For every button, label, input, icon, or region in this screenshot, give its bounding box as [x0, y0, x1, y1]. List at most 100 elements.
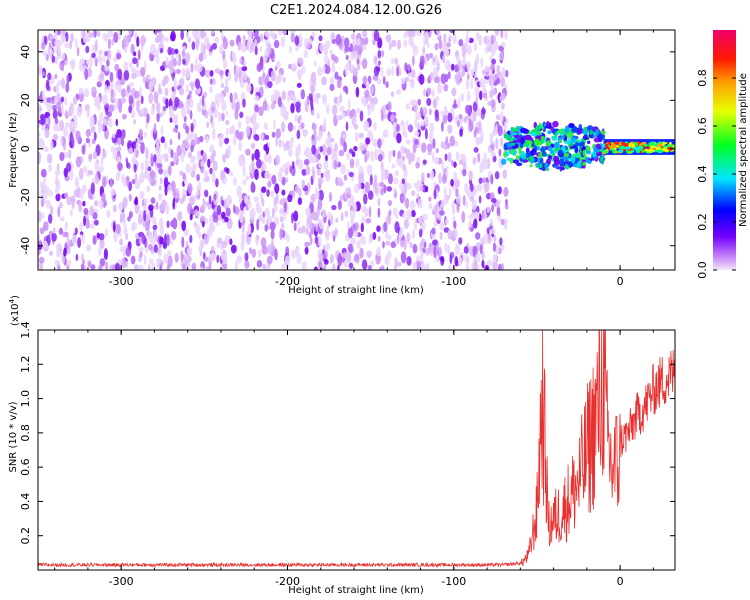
- heatmap-cell: [56, 180, 61, 191]
- heatmap-cell: [457, 97, 461, 109]
- y-tick-label: 0: [19, 145, 32, 152]
- heatmap-cell: [389, 42, 392, 51]
- heatmap-cell: [493, 234, 497, 242]
- y-tick-label: 1.4: [19, 321, 32, 339]
- heatmap-cell: [53, 123, 59, 132]
- heatmap-cell: [254, 38, 258, 48]
- heatmap-cell: [254, 168, 259, 181]
- heatmap-cell: [196, 173, 201, 182]
- heatmap-cell: [169, 116, 173, 123]
- heatmap-cell: [283, 110, 289, 121]
- heatmap-cell: [271, 207, 275, 219]
- heatmap-cell: [143, 254, 147, 266]
- heatmap-cell: [128, 95, 134, 105]
- heatmap-cell: [211, 121, 215, 129]
- heatmap-cell: [416, 192, 420, 200]
- heatmap-cell: [470, 78, 474, 90]
- heatmap-cell: [434, 109, 439, 118]
- heatmap-cell: [338, 115, 342, 121]
- heatmap-cell: [131, 221, 138, 230]
- heatmap-cell: [158, 192, 163, 201]
- heatmap-cell: [140, 66, 146, 77]
- heatmap-cell: [473, 62, 478, 74]
- heatmap-cell: [382, 241, 385, 249]
- heatmap-cell: [254, 45, 258, 56]
- heatmap-cell: [109, 71, 114, 83]
- heatmap-cell: [435, 95, 440, 102]
- heatmap-cell: [38, 249, 41, 256]
- heatmap-cell: [432, 67, 439, 79]
- heatmap-cell: [377, 235, 381, 242]
- heatmap-cell: [118, 202, 123, 210]
- heatmap-cell: [454, 243, 461, 256]
- heatmap-cell: [116, 129, 122, 139]
- heatmap-cell: [343, 174, 348, 181]
- heatmap-cell: [423, 241, 427, 249]
- heatmap-cell: [334, 142, 338, 153]
- heatmap-cell: [354, 124, 359, 130]
- heatmap-cell: [134, 173, 138, 182]
- heatmap-cell: [61, 104, 64, 116]
- heatmap-cell: [520, 152, 527, 160]
- heatmap-cell: [229, 92, 233, 103]
- heatmap-cell: [296, 253, 302, 265]
- heatmap-cell: [516, 162, 523, 167]
- heatmap-cell: [47, 72, 52, 81]
- heatmap-cell: [57, 264, 61, 270]
- heatmap-cell: [477, 152, 481, 163]
- heatmap-cell: [40, 195, 45, 202]
- heatmap-cell: [275, 128, 281, 139]
- heatmap-cell: [443, 196, 449, 205]
- heatmap-cell: [84, 68, 89, 81]
- heatmap-cell: [368, 238, 373, 244]
- heatmap-cell: [535, 125, 541, 131]
- heatmap-cell: [483, 79, 488, 85]
- heatmap-cell: [269, 31, 275, 38]
- heatmap-cell: [167, 46, 172, 56]
- heatmap-cell: [350, 33, 356, 40]
- heatmap-cell: [505, 198, 508, 206]
- heatmap-cell: [260, 237, 267, 248]
- heatmap-cell: [512, 132, 518, 136]
- heatmap-cell: [376, 247, 382, 257]
- heatmap-cell: [203, 256, 209, 262]
- heatmap-cell: [310, 212, 317, 219]
- heatmap-cell: [151, 215, 157, 225]
- heatmap-cell: [94, 57, 98, 67]
- heatmap-cell: [470, 212, 475, 219]
- heatmap-cell: [286, 233, 290, 243]
- heatmap-cell: [40, 124, 46, 131]
- heatmap-cell: [221, 30, 224, 41]
- heatmap-cell: [175, 68, 181, 75]
- heatmap-cell: [380, 187, 384, 195]
- heatmap-cell: [100, 154, 104, 166]
- heatmap-cell: [461, 52, 466, 58]
- heatmap-cell: [319, 146, 323, 153]
- heatmap-cell: [451, 159, 454, 167]
- heatmap-cell: [57, 79, 62, 86]
- heatmap-cell: [230, 244, 237, 254]
- heatmap-cell: [445, 219, 449, 225]
- heatmap-cell: [386, 186, 392, 192]
- heatmap-cell: [473, 147, 479, 153]
- heatmap-cell: [630, 149, 635, 153]
- heatmap-cell: [303, 49, 309, 58]
- heatmap-cell: [376, 225, 381, 232]
- heatmap-cell: [173, 152, 178, 163]
- heatmap-cell: [190, 156, 195, 164]
- heatmap-cell: [129, 82, 134, 88]
- x-tick-label: -300: [109, 275, 134, 288]
- heatmap-cell: [655, 150, 660, 152]
- heatmap-cell: [130, 67, 137, 73]
- heatmap-cell: [254, 95, 260, 102]
- heatmap-cell: [99, 124, 104, 132]
- heatmap-cell: [160, 47, 163, 54]
- heatmap-cell: [204, 189, 209, 198]
- heatmap-cell: [267, 141, 271, 148]
- heatmap-cell: [115, 223, 121, 235]
- heatmap-cell: [256, 63, 262, 72]
- heatmap-cell: [504, 203, 509, 210]
- heatmap-cell: [664, 142, 668, 145]
- heatmap-cell: [149, 258, 154, 265]
- heatmap-cell: [220, 169, 226, 181]
